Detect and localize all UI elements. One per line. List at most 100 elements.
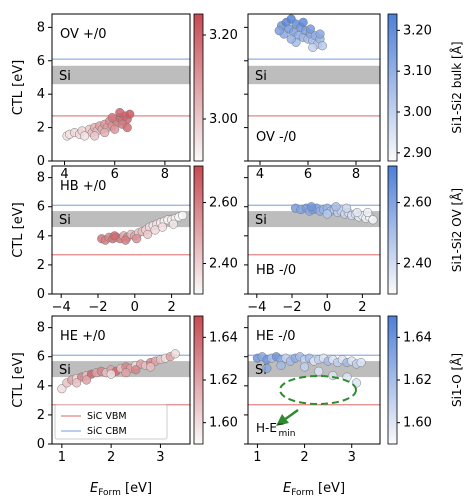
colorbar-tick-label: 3.10 [403,64,432,79]
data-point [131,365,141,375]
y-tick-label: 8 [37,321,45,336]
colorbar-tick-label: 1.60 [209,416,238,431]
data-point [342,203,352,213]
data-point [306,202,316,212]
x-tick-label: 0 [131,300,139,315]
x-tick-label: 1 [253,450,261,465]
panel-2: Si HB +/0 −4 −2 0 2 0 2 4 6 8 2.40 2.60 CTL [eV] [11,165,238,315]
data-point [106,369,116,379]
colorbar [387,13,398,162]
y-tick-label: 0 [37,287,45,302]
data-point [363,207,373,218]
x-tick-label: 0 [323,300,331,315]
y-axis-label: CTL [eV] [11,60,26,115]
colorbar-tick-label: 1.60 [403,416,432,431]
x-tick-label: 8 [161,167,169,182]
annotation-label: H-E− min [256,420,295,439]
legend-cbm-label: SiC CBM [87,426,127,437]
y-tick-label: 2 [37,121,45,136]
panel-3: Si HB -/0 −4 −2 0 2 2.40 2.60 Si1-Si2 OV [Å] [244,165,464,315]
colorbar-tick-label: 3.20 [209,28,238,43]
x-tick-label: −2 [88,300,107,315]
legend-vbm-label: SiC VBM [87,411,127,422]
colorbar-tick-label: 2.40 [209,257,238,272]
x-tick-label: 3 [348,450,356,465]
y-tick-label: 4 [37,229,45,244]
si-band-label: Si [255,363,267,378]
colorbar-tick-label: 2.60 [403,196,432,211]
x-tick-label: 1 [58,450,66,465]
x-axis-label-sub: Form [291,488,314,498]
x-tick-label: 6 [304,167,312,182]
panel-frame [247,13,381,162]
colorbar-label: Si1-O [Å] [449,353,464,407]
si-band-label: Si [255,69,267,84]
colorbar-label: Si1-Si2 bulk [Å] [449,41,464,133]
panel-frame [51,165,191,295]
data-point [314,366,324,376]
x-axis-label-unit: [eV] [314,481,345,496]
colorbar [387,315,398,445]
data-point [115,108,125,118]
x-tick-label: 2 [107,450,115,465]
data-point [143,229,153,239]
data-point [125,109,135,119]
colorbar [193,165,204,295]
panel-title: OV -/0 [256,130,296,145]
data-point [107,113,117,123]
si-band [248,65,380,85]
data-point [170,349,180,359]
data-point [322,209,332,219]
y-tick-label: 0 [37,154,45,169]
x-axis-label-sub: Form [98,488,121,498]
data-point [146,362,156,372]
y-tick-label: 2 [37,408,45,423]
data-point [308,42,318,52]
panel-title: HE +/0 [60,329,106,344]
panel-frame [247,165,381,295]
panel-frame [51,13,191,162]
annotation-arrowhead [276,414,289,426]
si-band [52,65,190,85]
annotation-sub: min [278,429,295,439]
data-point [317,41,327,51]
panel-frame [247,315,381,445]
data-point [80,131,90,141]
panel-frame [51,315,191,445]
data-point [352,207,362,218]
colorbar-tick-label: 3.20 [403,23,432,38]
panel-title: HB +/0 [60,179,106,194]
colorbar-tick-label: 2.40 [403,257,432,272]
panel-1: Si OV -/0 4 6 8 2.90 3.00 3.10 3.20 Si1-Si2 bulk … [244,13,464,182]
panel-5: Si HE -/0 1 2 3 1.60 1.62 1.64 Si1-O [Å] EForm [e… [244,315,464,498]
y-axis-label: CTL [eV] [11,202,26,257]
x-tick-label: 2 [300,450,308,465]
x-tick-label: 4 [256,167,264,182]
y-tick-label: 4 [37,87,45,102]
colorbar-tick-label: 1.62 [403,373,432,388]
y-tick-label: 8 [37,20,45,35]
si-band-label: Si [59,363,71,378]
x-axis-label-main: E [283,481,292,496]
annotation-arrow-shaft [283,408,299,422]
data-point [100,128,110,138]
colorbar-tick-label: 1.62 [209,373,238,388]
data-point [168,219,178,229]
y-tick-label: 6 [37,350,45,365]
data-point [305,24,315,34]
data-point [274,26,284,36]
x-tick-label: 8 [352,167,360,182]
annotation-sup: − [277,420,285,430]
colorbar-tick-label: 2.90 [403,146,432,161]
panel-title: HE -/0 [256,329,295,344]
data-point [356,357,366,368]
x-axis-label: EForm [eV] [90,481,152,498]
data-point [132,234,142,244]
x-tick-label: 2 [167,300,175,315]
si-band-label: Si [59,69,71,84]
colorbar-tick-label: 1.64 [403,330,432,345]
x-tick-label: −2 [282,300,301,315]
colorbar-tick-label: 3.00 [403,105,432,120]
x-tick-label: −4 [52,300,71,315]
